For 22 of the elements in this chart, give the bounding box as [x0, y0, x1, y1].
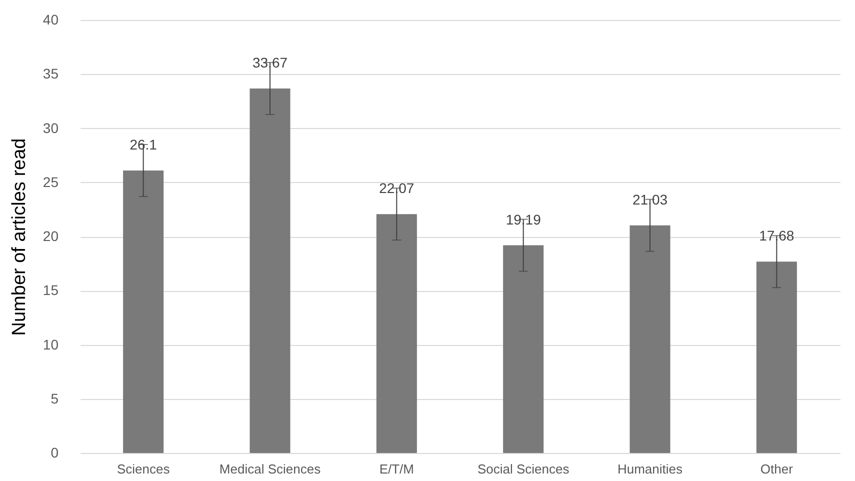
x-tick-label: Social Sciences: [477, 462, 570, 476]
data-label: 19.19: [506, 211, 542, 228]
data-label: 22.07: [379, 180, 414, 196]
y-tick-label: 5: [50, 390, 59, 406]
y-tick-label: 20: [42, 228, 59, 244]
x-tick-label: E/T/M: [379, 462, 414, 476]
y-tick-label: 0: [50, 444, 59, 460]
x-tick-label: Humanities: [617, 462, 684, 476]
y-tick-label: 35: [42, 66, 59, 82]
x-tick-label: Medical Sciences: [219, 462, 322, 476]
y-tick-label: 40: [42, 12, 59, 28]
y-tick-label: 30: [42, 120, 59, 136]
y-tick-label: 10: [42, 336, 59, 352]
data-label: 21.03: [632, 191, 668, 208]
x-tick-label: Other: [760, 462, 794, 476]
x-tick-label: Sciences: [116, 462, 170, 476]
data-label: 26.1: [130, 136, 158, 152]
y-axis-title: Number of articles read: [8, 138, 30, 336]
y-tick-label: 25: [42, 174, 59, 190]
data-label: 33.67: [252, 54, 288, 71]
data-label: 17.68: [759, 228, 794, 244]
y-tick-label: 15: [42, 282, 59, 298]
